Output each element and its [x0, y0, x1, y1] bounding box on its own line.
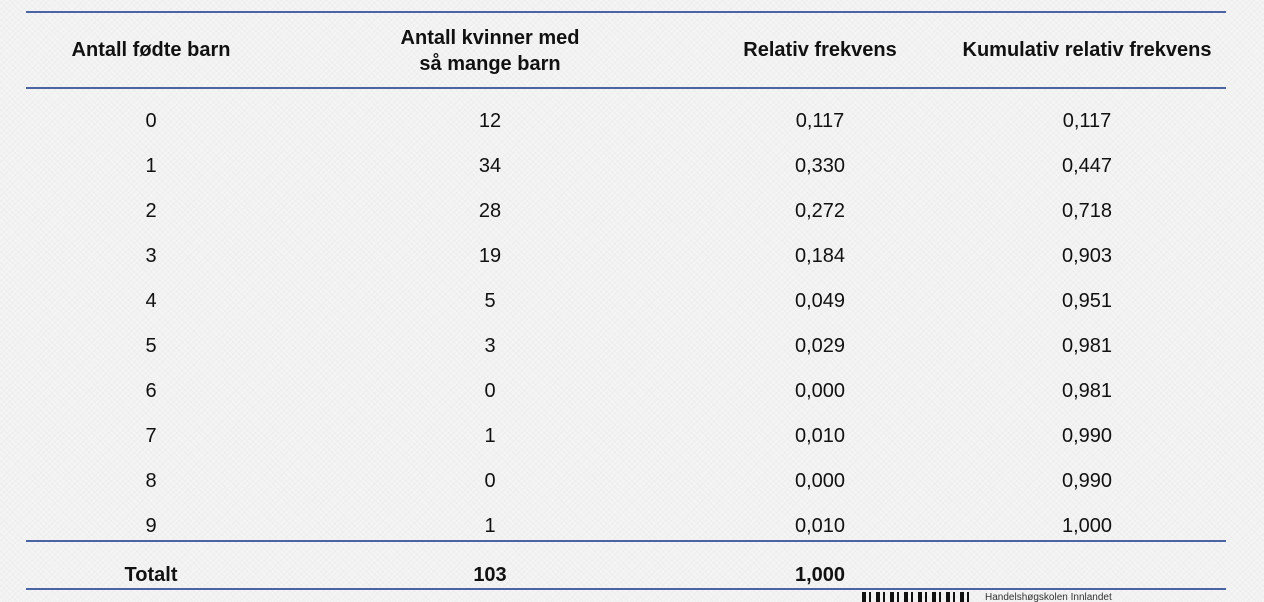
cell-barn: 1: [145, 155, 157, 177]
logo-mark-icon: [862, 592, 970, 602]
table-top-rule: [26, 11, 1226, 13]
logo-text: Handelshøgskolen Innlandet: [985, 592, 1112, 602]
cell-barn: 5: [145, 335, 157, 357]
header-rule: [26, 87, 1226, 89]
cell-kumulativ: 1,000: [1061, 515, 1113, 537]
body-rule: [26, 540, 1226, 542]
cell-barn: 9: [145, 515, 157, 537]
cell-kumulativ: 0,981: [1061, 335, 1113, 357]
cell-relativ: 0,010: [794, 425, 846, 447]
cell-relativ: 0,272: [794, 200, 846, 222]
total-label: Totalt: [124, 564, 178, 586]
cell-kumulativ: 0,447: [1061, 155, 1113, 177]
cell-relativ: 0,029: [794, 335, 846, 357]
cell-barn: 7: [145, 425, 157, 447]
cell-kvinner: 19: [478, 245, 502, 267]
cell-relativ: 0,049: [794, 290, 846, 312]
table-bottom-rule: [26, 588, 1226, 590]
cell-kvinner: 12: [478, 110, 502, 132]
header-relativ-frekvens: Relativ frekvens: [743, 39, 897, 61]
cell-relativ: 0,184: [794, 245, 846, 267]
cell-relativ: 0,010: [794, 515, 846, 537]
cell-kvinner: 3: [484, 335, 496, 357]
cell-kvinner: 0: [484, 380, 496, 402]
cell-kumulativ: 0,981: [1061, 380, 1113, 402]
cell-kumulativ: 0,718: [1061, 200, 1113, 222]
cell-kumulativ: 0,903: [1061, 245, 1113, 267]
total-relativ: 1,000: [794, 564, 846, 586]
cell-kvinner: 1: [484, 515, 496, 537]
cell-relativ: 0,117: [795, 110, 845, 132]
cell-barn: 4: [145, 290, 157, 312]
header-antall-kvinner-line1: Antall kvinner med: [400, 27, 580, 49]
total-kvinner: 103: [473, 564, 507, 586]
cell-kvinner: 28: [478, 200, 502, 222]
cell-kvinner: 0: [484, 470, 496, 492]
cell-kumulativ: 0,990: [1061, 470, 1113, 492]
cell-kvinner: 34: [478, 155, 502, 177]
cell-barn: 8: [145, 470, 157, 492]
cell-kvinner: 1: [484, 425, 496, 447]
cell-relativ: 0,000: [794, 380, 846, 402]
institution-logo: [862, 592, 972, 602]
cell-barn: 3: [145, 245, 157, 267]
cell-relativ: 0,330: [794, 155, 846, 177]
header-antall-fodte-barn: Antall fødte barn: [71, 39, 231, 61]
header-kumulativ-relativ-frekvens: Kumulativ relativ frekvens: [962, 39, 1212, 61]
cell-relativ: 0,000: [794, 470, 846, 492]
cell-kumulativ: 0,990: [1061, 425, 1113, 447]
header-antall-kvinner-line2: så mange barn: [419, 53, 561, 75]
cell-kvinner: 5: [484, 290, 496, 312]
cell-kumulativ: 0,117: [1062, 110, 1112, 132]
cell-barn: 2: [145, 200, 157, 222]
cell-kumulativ: 0,951: [1061, 290, 1113, 312]
cell-barn: 0: [145, 110, 157, 132]
cell-barn: 6: [145, 380, 157, 402]
